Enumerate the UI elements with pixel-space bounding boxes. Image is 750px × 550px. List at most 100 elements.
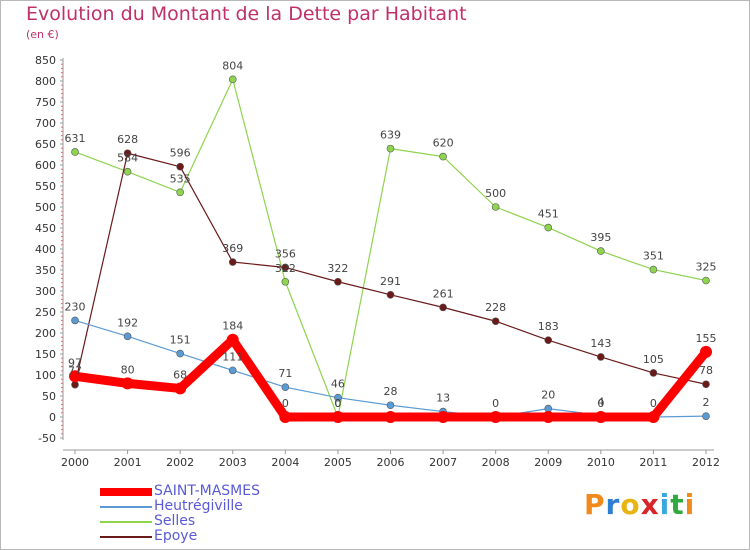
data-point xyxy=(228,366,237,375)
data-point xyxy=(489,411,502,423)
data-point xyxy=(647,411,660,423)
data-point xyxy=(71,148,79,156)
logo-letter: t xyxy=(670,488,685,521)
data-point xyxy=(123,167,132,176)
data-label: 0 xyxy=(282,397,289,410)
y-tick-label: 800 xyxy=(35,75,56,88)
y-tick-label: 150 xyxy=(35,348,56,361)
data-label: 0 xyxy=(492,397,499,410)
data-label: 143 xyxy=(590,337,611,350)
data-label: 2 xyxy=(703,396,710,409)
data-point xyxy=(69,370,81,383)
data-point xyxy=(226,333,239,346)
data-label: 105 xyxy=(643,353,664,366)
data-label: 192 xyxy=(117,316,138,329)
data-label: 80 xyxy=(121,363,135,376)
logo-letter: P xyxy=(584,488,606,521)
data-point xyxy=(542,411,555,423)
y-tick-label: 450 xyxy=(35,222,56,235)
data-label: 369 xyxy=(222,242,243,255)
data-label: 184 xyxy=(222,320,243,333)
data-label: 183 xyxy=(538,320,559,333)
logo-letter: x xyxy=(640,488,660,521)
data-point xyxy=(386,144,395,153)
y-tick-label: 600 xyxy=(35,159,56,172)
y-tick-label: 350 xyxy=(35,264,56,277)
data-label: 322 xyxy=(327,262,348,275)
chart-subtitle: (en €) xyxy=(26,28,59,41)
data-point xyxy=(597,353,605,361)
data-label: 451 xyxy=(538,208,559,221)
data-point xyxy=(334,277,342,286)
data-label: 71 xyxy=(278,367,292,380)
x-tick-label: 2010 xyxy=(587,456,615,469)
data-label: 325 xyxy=(696,261,717,274)
chart-title: Evolution du Montant de la Dette par Hab… xyxy=(26,3,467,25)
data-point xyxy=(649,265,658,274)
legend-swatch xyxy=(100,521,152,523)
data-label: 356 xyxy=(275,247,296,260)
data-point xyxy=(334,393,342,402)
data-label: 639 xyxy=(380,129,401,142)
data-point xyxy=(123,332,132,341)
y-tick-label: 500 xyxy=(35,201,56,214)
legend-label: Selles xyxy=(154,513,196,529)
data-label: 155 xyxy=(696,332,717,345)
data-point xyxy=(700,345,712,358)
data-point xyxy=(702,380,710,389)
data-label: 230 xyxy=(65,300,86,313)
data-label: 322 xyxy=(275,262,296,275)
x-tick-label: 2003 xyxy=(219,456,247,469)
data-label: 620 xyxy=(433,137,454,150)
logo-letter: i xyxy=(684,488,696,521)
data-label: 0 xyxy=(334,397,341,410)
data-label: 535 xyxy=(170,172,191,185)
data-point xyxy=(439,303,447,312)
y-tick-label: 250 xyxy=(35,306,56,319)
y-tick-label: 750 xyxy=(35,96,56,109)
data-label: 68 xyxy=(173,368,187,381)
legend-swatch xyxy=(100,488,152,496)
data-point xyxy=(281,383,290,391)
y-tick-label: 0 xyxy=(49,411,56,424)
data-point xyxy=(594,411,607,423)
data-label: 628 xyxy=(117,133,138,146)
data-point xyxy=(544,336,553,344)
x-tick-label: 2004 xyxy=(271,456,299,469)
data-point xyxy=(281,263,290,272)
data-point xyxy=(174,382,187,395)
series-layer xyxy=(69,75,712,423)
legend-swatch xyxy=(100,536,152,538)
data-point xyxy=(702,276,710,285)
x-tick-label: 2006 xyxy=(377,456,405,469)
data-point xyxy=(491,317,500,326)
data-label: 28 xyxy=(384,385,398,398)
x-tick-label: 2007 xyxy=(429,456,457,469)
data-label: 351 xyxy=(643,250,664,263)
data-label: 0 xyxy=(650,397,657,410)
data-label: 77 xyxy=(68,365,82,378)
y-tick-label: 400 xyxy=(35,243,56,256)
data-label: 584 xyxy=(117,152,138,165)
data-point xyxy=(649,369,658,377)
data-point xyxy=(281,277,290,286)
data-label: 97 xyxy=(68,356,82,369)
data-point xyxy=(123,149,132,158)
y-tick-label: 550 xyxy=(35,180,56,193)
data-label: 596 xyxy=(170,147,191,160)
axes: -500501001502002503003504004505005506006… xyxy=(35,54,720,469)
data-point xyxy=(597,247,605,255)
data-point xyxy=(228,75,237,84)
data-label: 228 xyxy=(485,301,506,314)
y-tick-label: -50 xyxy=(38,432,56,445)
data-label: 631 xyxy=(65,132,86,145)
data-point xyxy=(386,290,395,299)
y-tick-label: 850 xyxy=(35,54,56,67)
x-tick-label: 2005 xyxy=(324,456,352,469)
y-tick-label: 700 xyxy=(35,117,56,130)
legend-label: Epoye xyxy=(154,528,198,544)
data-label: 500 xyxy=(485,187,506,200)
y-tick-label: 100 xyxy=(35,369,56,382)
data-label: 804 xyxy=(222,59,243,72)
